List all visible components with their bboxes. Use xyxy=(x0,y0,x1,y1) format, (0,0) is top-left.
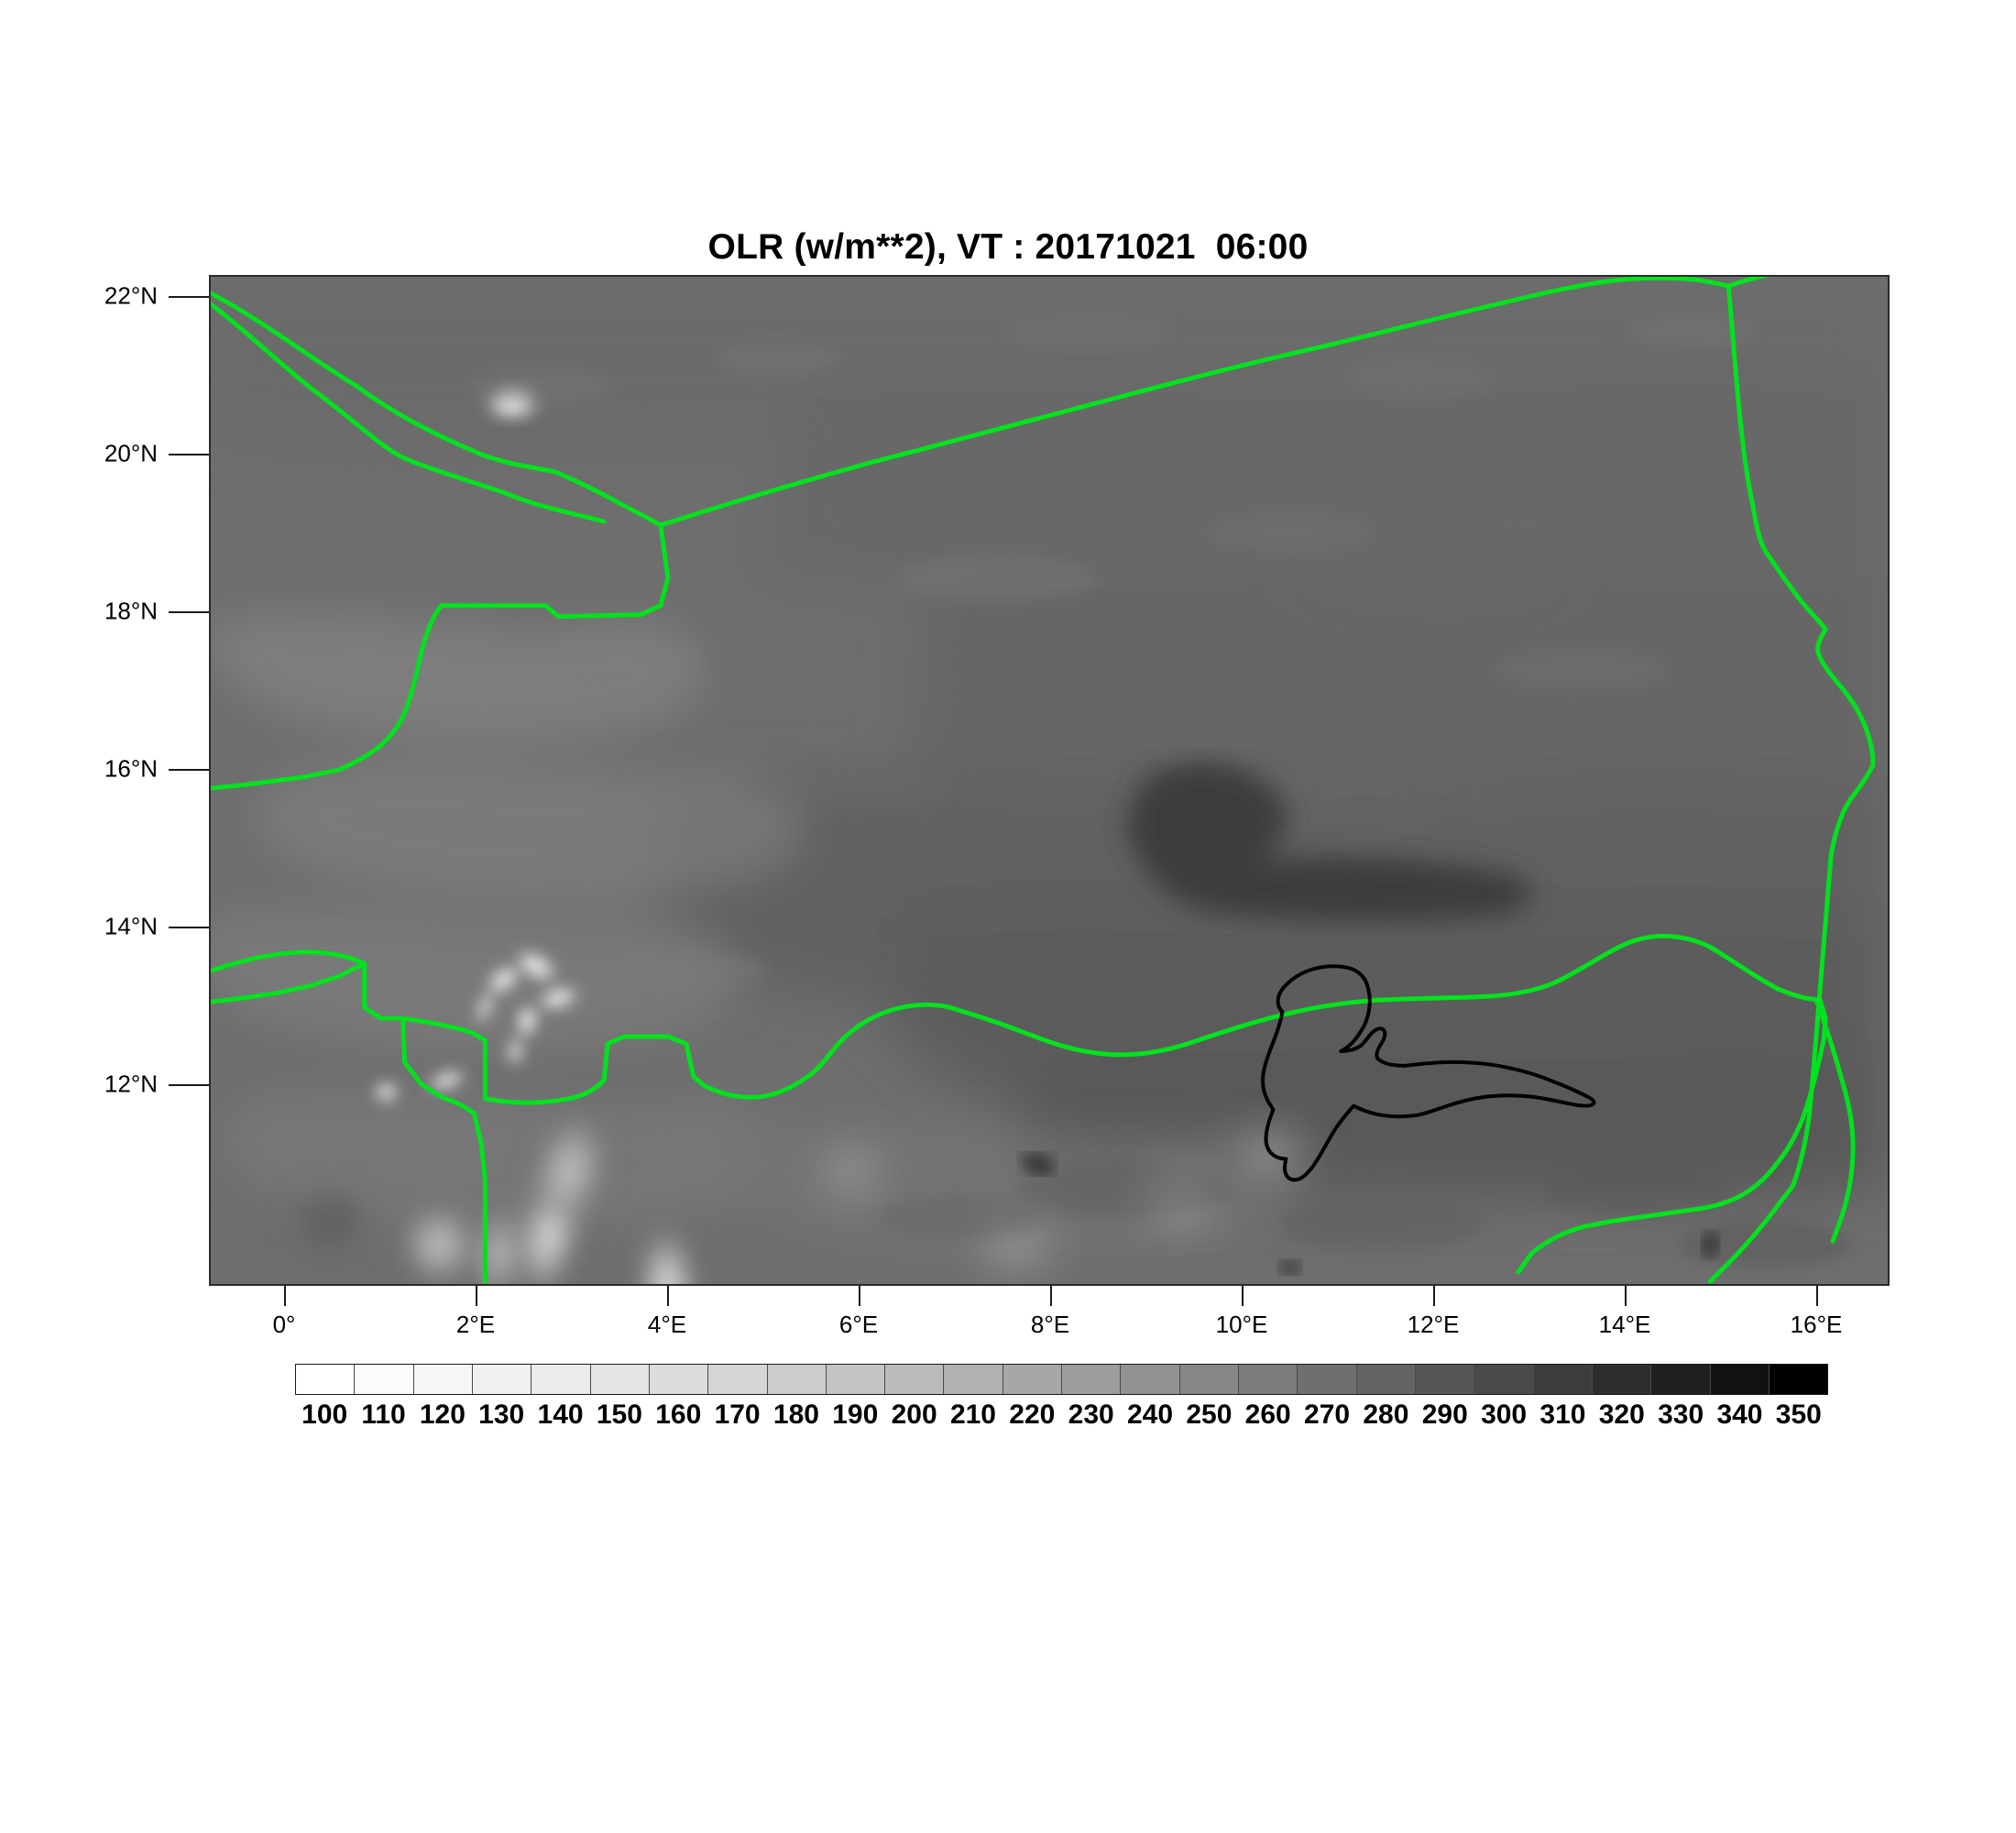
colorbar-label: 160 xyxy=(655,1399,702,1430)
xtick-label-10e: 10°E xyxy=(1215,1311,1268,1338)
colorbar-label: 180 xyxy=(772,1399,819,1430)
colorbar-label: 210 xyxy=(949,1399,996,1430)
colorbar-label: 340 xyxy=(1716,1399,1763,1430)
xtick-label-14e: 14°E xyxy=(1598,1311,1651,1338)
colorbar-swatch xyxy=(472,1365,532,1394)
xtick-mark xyxy=(284,1286,286,1306)
xtick-mark xyxy=(1050,1286,1052,1306)
colorbar-swatch xyxy=(1298,1365,1357,1394)
colorbar-label: 120 xyxy=(419,1399,466,1430)
colorbar-swatch xyxy=(1415,1365,1475,1394)
xtick-label-12e: 12°E xyxy=(1407,1311,1460,1338)
ytick-label-22n: 22°N xyxy=(104,281,158,310)
xtick-label-2e: 2°E xyxy=(455,1311,496,1338)
xtick-mark xyxy=(1625,1286,1627,1306)
xtick-mark xyxy=(859,1286,860,1306)
colorbar-swatch xyxy=(1592,1365,1652,1394)
xtick-mark xyxy=(1242,1286,1244,1306)
colorbar-label: 130 xyxy=(478,1399,525,1430)
xtick-label-0: 0° xyxy=(272,1311,296,1338)
colorbar-swatch xyxy=(1710,1365,1769,1394)
map-plot-area[interactable] xyxy=(209,275,1890,1286)
colorbar-label: 260 xyxy=(1244,1399,1291,1430)
lake-chad-outline xyxy=(1260,964,1596,1182)
ytick-label-18n: 18°N xyxy=(104,597,158,625)
colorbar-label: 190 xyxy=(832,1399,879,1430)
colorbar-swatch xyxy=(1003,1365,1063,1394)
colorbar-label: 230 xyxy=(1068,1399,1114,1430)
colorbar-label: 310 xyxy=(1539,1399,1586,1430)
colorbar-swatch xyxy=(826,1365,886,1394)
colorbar-swatch xyxy=(296,1365,356,1394)
page-title: OLR (w/m**2), VT : 20171021 06:00 xyxy=(707,227,1309,267)
colorbar-label: 220 xyxy=(1009,1399,1056,1430)
map-borders-overlay xyxy=(211,277,1888,1284)
xtick-mark xyxy=(667,1286,669,1306)
ytick-mark xyxy=(169,1084,209,1086)
colorbar-swatch xyxy=(1121,1365,1180,1394)
colorbar-label: 110 xyxy=(361,1399,406,1430)
colorbar-swatch xyxy=(1062,1365,1122,1394)
ytick-label-16n: 16°N xyxy=(104,754,158,783)
colorbar-swatch xyxy=(1651,1365,1711,1394)
colorbar-label: 150 xyxy=(596,1399,642,1430)
ytick-mark xyxy=(169,927,209,928)
ytick-label-12n: 12°N xyxy=(104,1070,158,1098)
colorbar-swatch xyxy=(531,1365,591,1394)
ytick-mark xyxy=(169,454,209,456)
colorbar-swatch xyxy=(590,1365,650,1394)
xtick-label-6e: 6°E xyxy=(838,1311,879,1338)
ytick-mark xyxy=(169,296,209,298)
colorbar[interactable] xyxy=(295,1364,1828,1395)
colorbar-swatch xyxy=(1533,1365,1593,1394)
colorbar-label: 300 xyxy=(1481,1399,1528,1430)
colorbar-label: 100 xyxy=(301,1399,348,1430)
ytick-label-14n: 14°N xyxy=(104,912,158,940)
colorbar-label: 170 xyxy=(714,1399,761,1430)
colorbar-label: 200 xyxy=(891,1399,937,1430)
colorbar-label: 280 xyxy=(1363,1399,1409,1430)
xtick-mark xyxy=(1433,1286,1435,1306)
ytick-mark xyxy=(169,769,209,771)
xtick-mark xyxy=(476,1286,477,1306)
colorbar-swatch xyxy=(767,1365,827,1394)
colorbar-swatch xyxy=(1239,1365,1298,1394)
colorbar-label: 350 xyxy=(1775,1399,1822,1430)
olr-raster-field xyxy=(211,277,1888,1284)
colorbar-tick-labels: 100 110 120 130 140 150 160 170 180 190 200 210 220 2… xyxy=(295,1399,1828,1442)
colorbar-label: 290 xyxy=(1421,1399,1468,1430)
colorbar-label: 250 xyxy=(1186,1399,1233,1430)
colorbar-label: 270 xyxy=(1304,1399,1351,1430)
ytick-label-20n: 20°N xyxy=(104,439,158,467)
xtick-label-16e: 16°E xyxy=(1790,1311,1843,1338)
xtick-mark xyxy=(1816,1286,1818,1306)
colorbar-swatch xyxy=(708,1365,768,1394)
colorbar-swatch xyxy=(649,1365,709,1394)
xtick-label-8e: 8°E xyxy=(1030,1311,1070,1338)
colorbar-swatch xyxy=(1356,1365,1416,1394)
country-borders xyxy=(211,277,1876,1284)
xtick-label-4e: 4°E xyxy=(647,1311,687,1338)
colorbar-swatch xyxy=(1474,1365,1534,1394)
colorbar-swatch xyxy=(885,1365,945,1394)
colorbar-label: 140 xyxy=(537,1399,584,1430)
colorbar-label: 240 xyxy=(1126,1399,1174,1430)
colorbar-swatch xyxy=(1179,1365,1239,1394)
colorbar-label: 320 xyxy=(1598,1399,1645,1430)
colorbar-swatch xyxy=(1769,1365,1828,1394)
colorbar-swatch xyxy=(355,1365,414,1394)
colorbar-label: 330 xyxy=(1658,1399,1704,1430)
ytick-mark xyxy=(169,611,209,613)
colorbar-swatch xyxy=(944,1365,1003,1394)
colorbar-swatch xyxy=(413,1365,473,1394)
